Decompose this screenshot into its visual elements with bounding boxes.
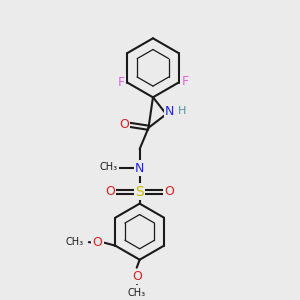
- Text: F: F: [182, 75, 189, 88]
- Text: CH₃: CH₃: [66, 237, 84, 247]
- Text: H: H: [177, 106, 186, 116]
- Text: N: N: [165, 105, 175, 118]
- Text: O: O: [164, 185, 174, 198]
- Text: O: O: [105, 185, 115, 198]
- Text: F: F: [117, 76, 124, 89]
- Text: O: O: [93, 236, 103, 249]
- Text: N: N: [135, 162, 144, 175]
- Text: CH₃: CH₃: [128, 288, 146, 298]
- Text: O: O: [132, 270, 142, 283]
- Text: O: O: [119, 118, 129, 131]
- Text: CH₃: CH₃: [100, 162, 118, 172]
- Text: S: S: [135, 185, 144, 199]
